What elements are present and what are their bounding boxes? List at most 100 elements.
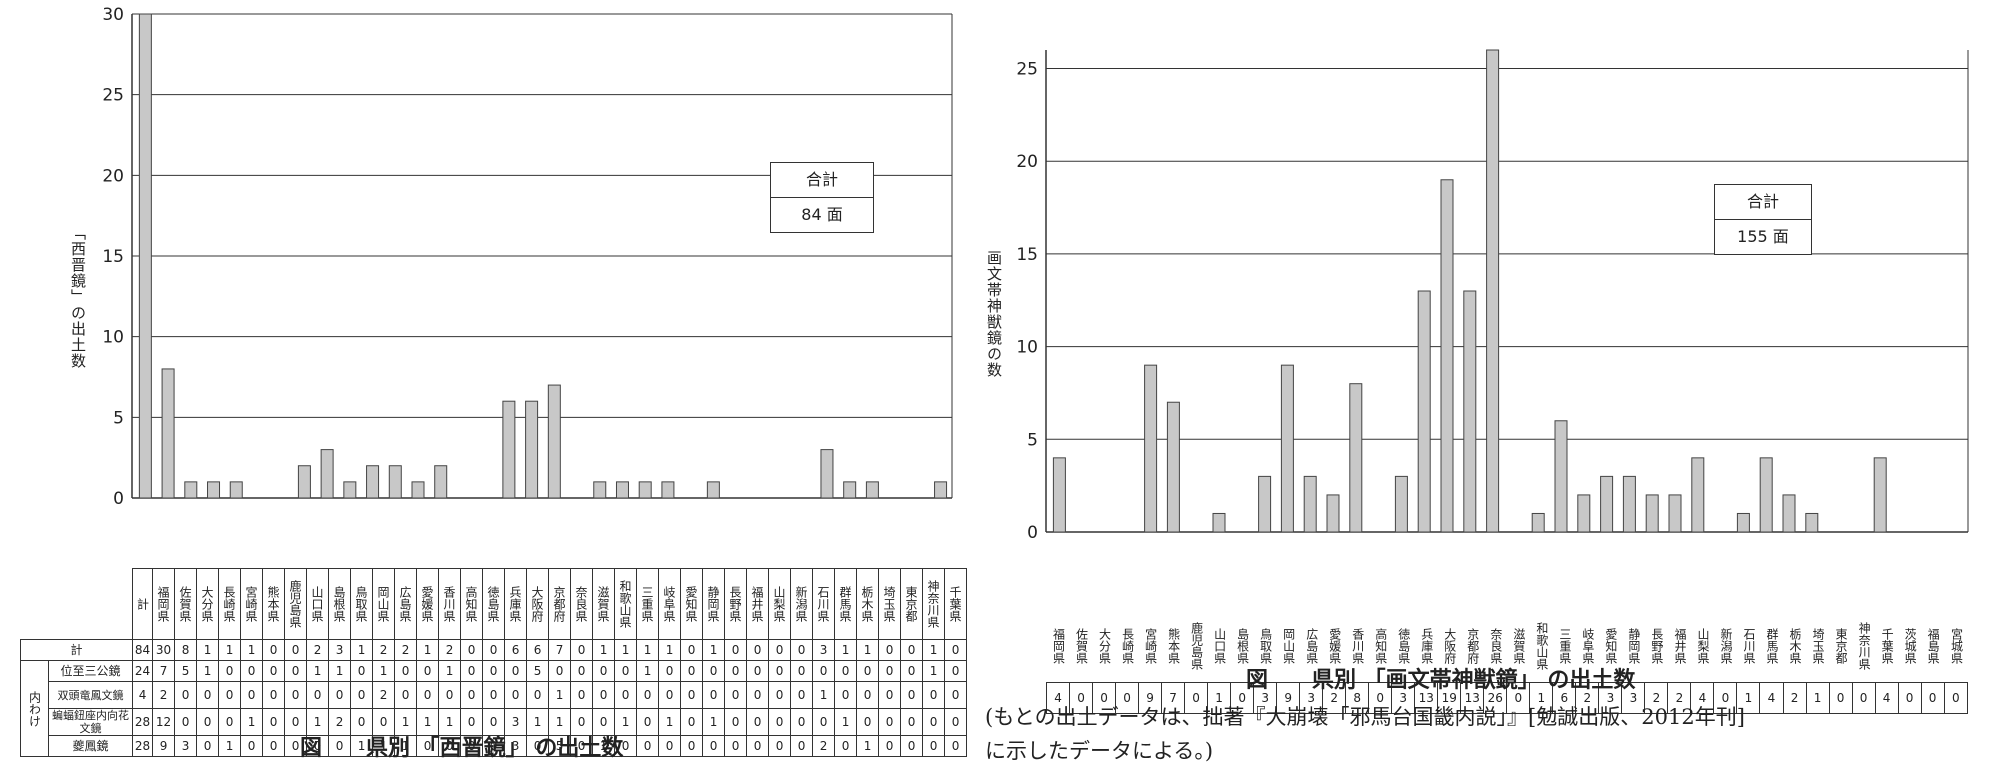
chart2-bar <box>1531 512 1545 533</box>
chart1-x-tick-label: 高知県 <box>460 568 484 640</box>
chart2-title: 図 県別 「画文帯神獣鏡」 の出土数 <box>1246 667 1636 693</box>
chart2-value-cell: 1 <box>1529 682 1554 714</box>
chart2-value-cell: 3 <box>1391 682 1416 714</box>
chart2-value-cell: 13 <box>1414 682 1439 714</box>
chart1-y-tick-label: 5 <box>113 408 124 428</box>
chart1-breakdown-cell: 1 <box>328 660 352 682</box>
chart1-total-cell: 8 <box>174 639 198 661</box>
chart1-total-cell: 0 <box>790 639 814 661</box>
chart2-x-tick-label: 香川県 <box>1345 610 1369 683</box>
chart1-breakdown-cell: 0 <box>680 708 704 736</box>
chart1-x-tick-label: 神奈川県 <box>922 568 946 640</box>
chart1-total-cell: 3 <box>328 639 352 661</box>
chart1-table-header-row: 計福岡県 佐賀県 大分県 長崎県 宮崎県 熊本県 鹿児島県 山口県 島根県 鳥取県 岡山県 広島県 愛媛… <box>20 568 968 640</box>
chart1-table-total-heading: 計 <box>132 568 154 640</box>
chart1-total-cell: 0 <box>570 639 594 661</box>
chart2-value-cell: 0 <box>1851 682 1876 714</box>
chart2-bar <box>1577 494 1591 533</box>
chart1-breakdown-cell: 0 <box>306 735 330 757</box>
chart1-total-cell: 1 <box>350 639 374 661</box>
chart2-bar <box>1052 457 1066 533</box>
chart2-bar <box>1280 364 1294 533</box>
chart1-x-tick-label: 佐賀県 <box>174 568 198 640</box>
chart1-bar <box>343 481 357 499</box>
chart2-x-tick-label: 熊本県 <box>1161 610 1185 683</box>
chart1-y-tick-label: 0 <box>113 489 124 509</box>
chart1-breakdown-cell: 0 <box>240 660 264 682</box>
chart1-breakdown-cell: 0 <box>878 735 902 757</box>
chart1-breakdown-cell: 0 <box>196 735 220 757</box>
chart1-x-tick-label: 新潟県 <box>790 568 814 640</box>
chart2-x-tick-label: 島根県 <box>1230 610 1254 683</box>
chart1-total-cell: 0 <box>724 639 748 661</box>
chart2-bar <box>1258 475 1272 533</box>
chart1-x-tick-label: 京都府 <box>548 568 572 640</box>
chart2-value-cell: 4 <box>1874 682 1899 714</box>
chart2-bar <box>1691 457 1705 533</box>
chart1-breakdown-sum: 28 <box>132 708 154 736</box>
chart2-y-tick-label: 20 <box>1016 152 1038 172</box>
source-note-line-1: (もとの出土データは、拙著『大崩壊「邪馬台国畿内説」』[勉誠出版、2012年刊] <box>985 705 1745 729</box>
chart1-bar <box>320 449 334 499</box>
chart1-bar <box>184 481 198 499</box>
chart1-breakdown-cell: 0 <box>570 660 594 682</box>
chart2-value-cell: 0 <box>1184 682 1209 714</box>
chart1-breakdown-cell: 1 <box>812 681 836 709</box>
chart1-bar <box>615 481 629 499</box>
chart2-bar <box>1486 49 1500 533</box>
chart2-data-table: 福岡県 佐賀県 大分県 長崎県 宮崎県 熊本県 鹿児島県 山口県 島根県 鳥取県 岡山県 広島県 愛媛県… <box>1045 610 1969 714</box>
chart1-breakdown-cell: 0 <box>592 681 616 709</box>
chart1-total-cell: 1 <box>922 639 946 661</box>
chart1-breakdown-cell: 0 <box>614 660 638 682</box>
chart1-breakdown-cell: 0 <box>526 681 550 709</box>
chart1-breakdown-cell: 0 <box>834 681 858 709</box>
chart2-x-tick-label: 山口県 <box>1207 610 1231 683</box>
chart1-breakdown-cell: 0 <box>746 681 770 709</box>
chart1-total-cell: 1 <box>658 639 682 661</box>
chart2-x-tick-label: 鳥取県 <box>1253 610 1277 683</box>
chart2-value-cell: 0 <box>1092 682 1117 714</box>
chart1-x-tick-label: 岐阜県 <box>658 568 682 640</box>
chart1-x-tick-label: 鹿児島県 <box>284 568 308 640</box>
chart1-breakdown-cell: 0 <box>680 660 704 682</box>
chart2-bar <box>1668 494 1682 533</box>
chart1-breakdown-cell: 0 <box>702 735 726 757</box>
chart1-breakdown-cell: 0 <box>614 735 638 757</box>
chart1-total-cell: 0 <box>262 639 286 661</box>
chart1-breakdown-cell: 0 <box>284 681 308 709</box>
source-note-line-2: に示したデータによる。) <box>985 739 1214 763</box>
chart1-data-table: 計福岡県 佐賀県 大分県 長崎県 宮崎県 熊本県 鹿児島県 山口県 島根県 鳥取県 岡山県 広島県 愛媛… <box>19 568 968 757</box>
chart2-bar <box>1622 475 1636 533</box>
chart1-breakdown-cell: 0 <box>636 708 660 736</box>
chart1-breakdown-cell: 0 <box>592 660 616 682</box>
chart1-breakdown-cell: 0 <box>350 681 374 709</box>
chart1-total-cell: 1 <box>856 639 880 661</box>
chart1-bar <box>820 449 834 499</box>
chart2-value-cell: 0 <box>1828 682 1853 714</box>
chart1-breakdown-name: 蝙蝠鈕座内向花文鏡 <box>47 708 134 736</box>
chart1-breakdown-cell: 0 <box>702 681 726 709</box>
chart2-value-cell: 8 <box>1345 682 1370 714</box>
chart1-breakdown-cell: 0 <box>174 681 198 709</box>
chart1-bar <box>366 465 380 499</box>
chart1-breakdown-sum: 24 <box>132 660 154 682</box>
chart2-bar <box>1349 383 1363 533</box>
chart1-total-cell: 0 <box>746 639 770 661</box>
chart1-breakdown-cell: 0 <box>900 681 924 709</box>
chart1-total-cell: 7 <box>548 639 572 661</box>
chart1-breakdown-row: 蝙蝠鈕座内向花文鏡 28 12 0 0 0 1 0 0 1 2 0 0 1 1 1 0 0 3 1 1 0 0 1 0 1 0 1 0 0… <box>21 708 968 736</box>
chart2-x-tick-label: 長崎県 <box>1115 610 1139 683</box>
chart2-bar <box>1166 401 1180 533</box>
chart1-bar <box>525 400 539 499</box>
chart1-breakdown-row: 内わけ 位至三公鏡 24 7 5 1 0 0 0 0 1 1 0 1 0 0 1 0 0 0 5 0 0 0 0 1 0 0 0 0 0 0 0… <box>20 660 968 757</box>
chart1-breakdown-cell: 0 <box>900 660 924 682</box>
chart2-bar <box>1759 457 1773 533</box>
chart1-total-cell: 2 <box>372 639 396 661</box>
chart2-value-cell: 4 <box>1045 682 1071 714</box>
chart2-x-tick-label: 新潟県 <box>1713 610 1737 683</box>
chart1-total-cell: 2 <box>438 639 462 661</box>
chart2-bar <box>1554 420 1568 533</box>
chart1-breakdown-cell: 0 <box>944 708 968 736</box>
chart1-breakdown-cell: 0 <box>768 681 792 709</box>
chart1-breakdown-cell: 0 <box>174 708 198 736</box>
